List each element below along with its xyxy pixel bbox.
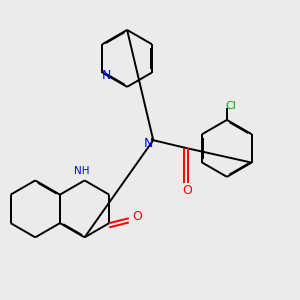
Text: NH: NH — [74, 166, 89, 176]
Text: Cl: Cl — [225, 101, 236, 111]
Text: O: O — [132, 210, 142, 223]
Text: N: N — [144, 137, 153, 150]
Text: N: N — [102, 69, 111, 82]
Text: O: O — [183, 184, 193, 197]
